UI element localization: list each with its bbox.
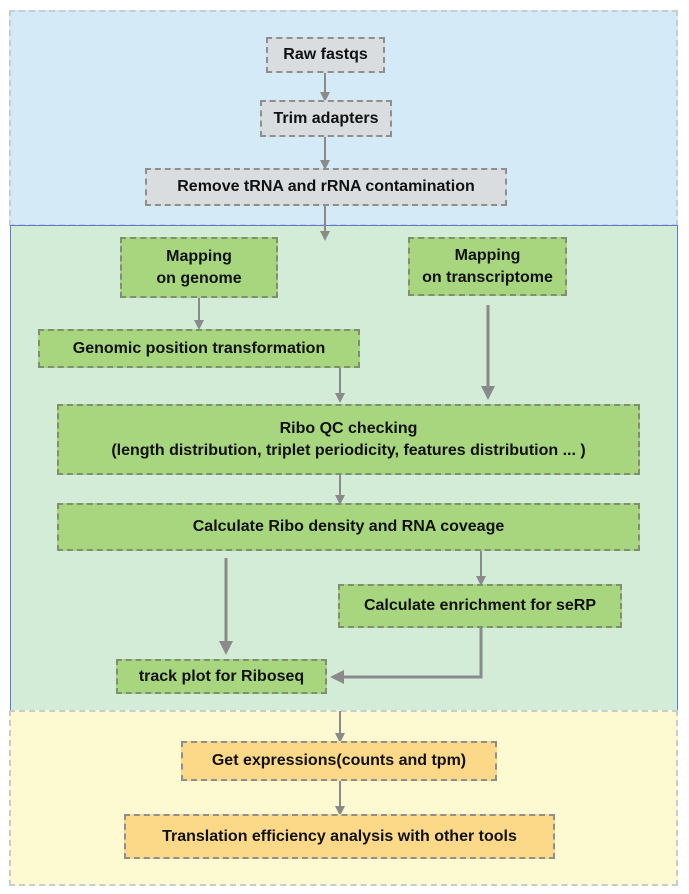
genomic-position-box: Genomic position transformation (38, 329, 360, 368)
enrichment-box: Calculate enrichment for seRP (338, 584, 622, 628)
raw-fastqs-box: Raw fastqs (266, 37, 385, 73)
track-plot-box: track plot for Riboseq (116, 659, 327, 694)
translation-efficiency-box: Translation efficiency analysis with oth… (124, 814, 555, 859)
trim-adapters-box: Trim adapters (260, 100, 392, 137)
ribo-density-box: Calculate Ribo density and RNA coveage (57, 503, 640, 551)
downstream-panel (9, 710, 678, 886)
ribo-qc-box: Ribo QC checking (length distribution, t… (57, 404, 640, 475)
expressions-box: Get expressions(counts and tpm) (181, 741, 497, 781)
mapping-genome-box: Mapping on genome (120, 237, 278, 298)
mapping-transcriptome-box: Mapping on transcriptome (408, 237, 567, 296)
remove-contamination-box: Remove tRNA and rRNA contamination (145, 168, 507, 206)
